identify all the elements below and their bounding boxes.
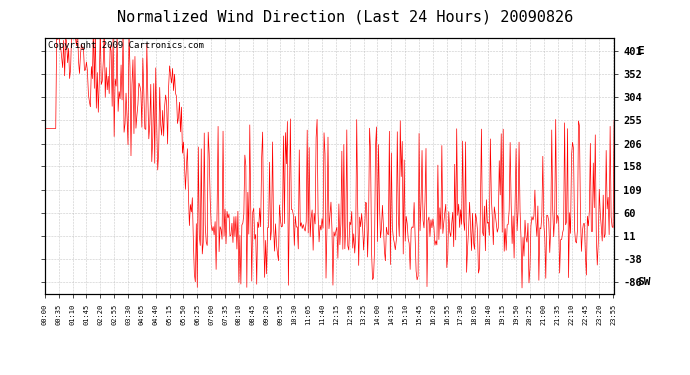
- Text: E: E: [637, 46, 644, 56]
- Text: Copyright 2009 Cartronics.com: Copyright 2009 Cartronics.com: [48, 41, 204, 50]
- Text: SW: SW: [637, 277, 651, 287]
- Text: Normalized Wind Direction (Last 24 Hours) 20090826: Normalized Wind Direction (Last 24 Hours…: [117, 9, 573, 24]
